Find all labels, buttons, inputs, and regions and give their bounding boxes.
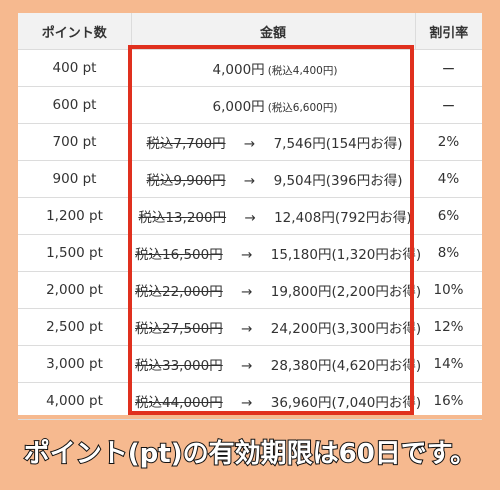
discount-rate-cell: ー <box>415 86 482 124</box>
header-row: ポイント数 金額 割引率 <box>18 13 482 50</box>
table-row: 2,000 pt 税込22,000円 → 19,800円(2,200円お得) 10% <box>18 271 482 309</box>
arrow-icon: → <box>241 395 253 411</box>
points-cell: 900 pt <box>18 160 131 198</box>
table-row: 1,500 pt 税込16,500円 → 15,180円(1,320円お得) 8% <box>18 234 482 272</box>
price-cell: 税込16,500円 → 15,180円(1,320円お得) <box>131 234 421 272</box>
original-price: 税込33,000円 <box>135 358 223 374</box>
discount-rate-cell: ー <box>415 49 482 87</box>
points-cell: 3,000 pt <box>18 345 131 383</box>
original-price: 税込16,500円 <box>135 247 223 263</box>
price-cell: 税込7,700円 → 7,546円(154円お得) <box>131 123 415 161</box>
price-cell: 4,000円 (税込4,400円) <box>131 49 415 87</box>
arrow-icon: → <box>243 136 256 152</box>
discount-rate-cell: 12% <box>415 308 482 346</box>
original-price: 税込27,500円 <box>135 321 223 337</box>
price-cell: 税込27,500円 → 24,200円(3,300円お得) <box>131 308 421 346</box>
pricing-panel: ポイント数 金額 割引率 400 pt 4,000円 (税込4,400円) ー 600 … <box>18 13 482 448</box>
table-row: 900 pt 税込9,900円 → 9,504円(396円お得) 4% <box>18 160 482 198</box>
discounted-price: 36,960円(7,040円お得) <box>270 395 422 411</box>
discounted-price: 12,408円(792円お得) <box>274 210 412 226</box>
table-row: 700 pt 税込7,700円 → 7,546円(154円お得) 2% <box>18 123 482 161</box>
points-cell: 1,500 pt <box>18 234 131 272</box>
arrow-icon: → <box>244 210 256 226</box>
points-cell: 700 pt <box>18 123 131 161</box>
original-price: 税込9,900円 <box>146 173 226 189</box>
table-row: 3,000 pt 税込33,000円 → 28,380円(4,620円お得) 14% <box>18 345 482 383</box>
price-cell: 税込44,000円 → 36,960円(7,040円お得) <box>131 382 421 420</box>
price-cell: 税込22,000円 → 19,800円(2,200円お得) <box>131 271 421 309</box>
table-row: 400 pt 4,000円 (税込4,400円) ー <box>18 49 482 87</box>
discounted-price: 28,380円(4,620円お得) <box>270 358 422 374</box>
discounted-price: 15,180円(1,320円お得) <box>270 247 422 263</box>
original-price: 税込13,200円 <box>138 210 227 226</box>
header-price: 金額 <box>130 13 415 50</box>
table-row: 2,500 pt 税込27,500円 → 24,200円(3,300円お得) 12% <box>18 308 482 346</box>
discount-rate-cell: 8% <box>415 234 482 272</box>
footer-bar <box>0 427 500 490</box>
arrow-icon: → <box>241 247 253 263</box>
price-cell: 税込13,200円 → 12,408円(792円お得) <box>131 197 415 235</box>
pricing-table: ポイント数 金額 割引率 400 pt 4,000円 (税込4,400円) ー 600 … <box>18 13 482 456</box>
discount-rate-cell: 14% <box>415 345 482 383</box>
arrow-icon: → <box>241 321 253 337</box>
table-row: 4,000 pt 税込44,000円 → 36,960円(7,040円お得) 16% <box>18 382 482 420</box>
points-cell: 2,000 pt <box>18 271 131 309</box>
header-discount-rate: 割引率 <box>414 13 482 50</box>
table-row: 600 pt 6,000円 (税込6,600円) ー <box>18 86 482 124</box>
table-row: 1,200 pt 税込13,200円 → 12,408円(792円お得) 6% <box>18 197 482 235</box>
discount-rate-cell: 2% <box>415 123 482 161</box>
points-cell: 4,000 pt <box>18 382 131 420</box>
tax-included-note: (税込6,600円) <box>267 102 338 114</box>
arrow-icon: → <box>241 284 253 300</box>
discount-rate-cell: 6% <box>415 197 482 235</box>
arrow-icon: → <box>243 173 256 189</box>
discount-rate-cell: 4% <box>415 160 482 198</box>
arrow-icon: → <box>241 358 253 374</box>
expiry-notice: ポイント(pt)の有効期限は60日です。 <box>23 438 477 470</box>
header-points: ポイント数 <box>18 13 131 50</box>
discounted-price: 7,546円(154円お得) <box>273 136 403 152</box>
discounted-price: 19,800円(2,200円お得) <box>270 284 422 300</box>
table-body: 400 pt 4,000円 (税込4,400円) ー 600 pt 6,000円 (税込6,… <box>18 49 482 457</box>
tax-included-note: (税込4,400円) <box>267 65 338 77</box>
price-cell: 税込33,000円 → 28,380円(4,620円お得) <box>131 345 421 383</box>
original-price: 税込7,700円 <box>146 136 226 152</box>
original-price: 税込22,000円 <box>135 284 223 300</box>
points-cell: 2,500 pt <box>18 308 131 346</box>
original-price: 税込44,000円 <box>135 395 223 411</box>
price-value: 4,000円 <box>212 62 265 78</box>
price-value: 6,000円 <box>212 99 265 115</box>
price-cell: 税込9,900円 → 9,504円(396円お得) <box>131 160 415 198</box>
points-cell: 400 pt <box>18 49 131 87</box>
points-cell: 600 pt <box>18 86 131 124</box>
discount-rate-cell: 10% <box>415 271 482 309</box>
discounted-price: 24,200円(3,300円お得) <box>270 321 422 337</box>
discount-rate-cell: 16% <box>415 382 482 420</box>
points-cell: 1,200 pt <box>18 197 131 235</box>
discounted-price: 9,504円(396円お得) <box>273 173 403 189</box>
price-cell: 6,000円 (税込6,600円) <box>131 86 415 124</box>
